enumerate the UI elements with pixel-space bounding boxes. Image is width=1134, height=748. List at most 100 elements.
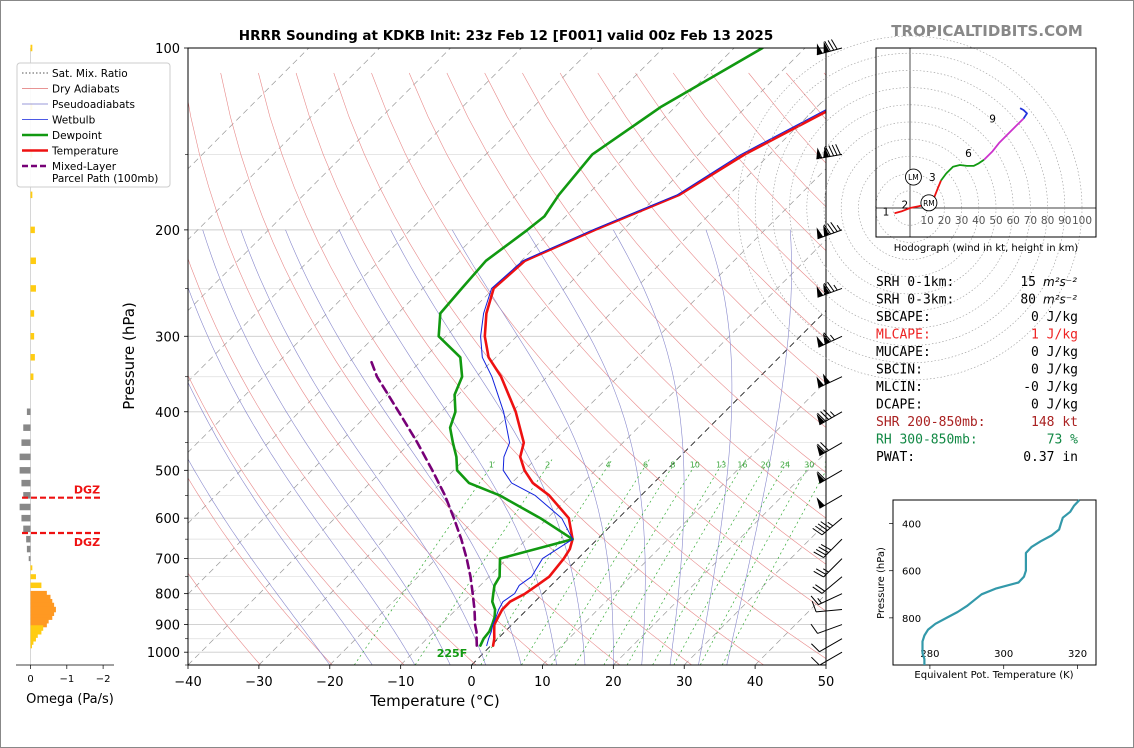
omega-bar [30, 617, 49, 624]
barb-full [813, 570, 824, 578]
barb-full [818, 546, 829, 554]
barb-shaft [821, 517, 843, 536]
profile-wetbulb [480, 109, 826, 647]
barb-full [827, 40, 835, 51]
theta-y-tick-label: 600 [902, 567, 921, 578]
barb-full [827, 281, 835, 292]
mixing-ratio-label: 13 [716, 460, 726, 469]
legend-label: Sat. Mix. Ratio [52, 68, 128, 80]
pseudoadiabat [451, 229, 614, 665]
barb-full [815, 584, 826, 592]
hodo-ring-label: 80 [1041, 215, 1054, 227]
barb-pennant [816, 497, 825, 509]
skewt-x-axis-label: Temperature (°C) [369, 692, 499, 710]
pseudoadiabat [390, 229, 586, 665]
wind-barb [816, 332, 843, 348]
barb-full [835, 144, 841, 155]
barb-full [824, 145, 831, 157]
skewt-panel: 1246810131620243036 10020030040050060070… [16, 39, 843, 710]
dry-adiabat [559, 72, 826, 384]
hodo-ring [840, 138, 980, 278]
temperature-tick-label: 30 [676, 675, 693, 690]
dry-adiabat [484, 72, 826, 474]
mixing-ratio-label: 10 [690, 460, 700, 469]
barb-half [817, 598, 822, 604]
dry-adiabat [333, 72, 826, 660]
isotherm [400, 239, 826, 665]
temperature-tick-label: −10 [387, 675, 414, 690]
skewt-legend: Sat. Mix. Ratio Dry Adiabats Pseudoadiabat… [16, 62, 171, 188]
index-label: SHR 200-850mb: [876, 415, 986, 430]
hodo-ring [789, 87, 1031, 329]
dry-adiabat [408, 72, 826, 565]
omega-bar [30, 582, 42, 589]
omega-bar [28, 556, 31, 562]
omega-bar [30, 310, 35, 317]
legend-label: Mixed-Layer [52, 161, 117, 173]
watermark: TROPICALTIDBITS.COM [891, 22, 1083, 40]
mixing-ratio-label: 4 [606, 460, 611, 469]
pressure-tick-label: 400 [155, 406, 180, 421]
index-label: MLCAPE: [876, 328, 931, 343]
omega-bar [23, 424, 31, 431]
omega-bar [30, 44, 33, 52]
hodo-height-label: 9 [989, 114, 996, 126]
wind-barb [812, 517, 843, 536]
wind-barb [816, 144, 843, 160]
omega-bar [26, 535, 31, 543]
wind-barb [810, 623, 843, 634]
barb-full [827, 223, 835, 234]
barb-shaft [817, 624, 843, 634]
barb-full [824, 41, 831, 52]
barb-full [811, 656, 820, 666]
omega-bar [30, 590, 47, 597]
barb-full [831, 144, 838, 156]
pseudoadiabat [338, 229, 557, 665]
barb-full [817, 523, 828, 531]
index-value: 1 J/kg [1031, 328, 1078, 343]
mixing-ratio-label: 30 [804, 460, 814, 469]
hodo-ring-label: 90 [1058, 215, 1071, 227]
hodo-ring [772, 70, 1048, 346]
omega-tick-label: 0 [27, 674, 33, 685]
saturation-mixing-ratio-line [521, 459, 650, 665]
skewt-y-axis-label: Pressure (hPa) [120, 302, 138, 410]
barb-pennant [823, 146, 830, 158]
legend-label: Dry Adiabats [52, 84, 120, 96]
storm-motion-label: LM [908, 173, 919, 182]
hodograph-caption: Hodograph (wind in kt, height in km) [894, 243, 1079, 254]
omega-tick-label: −1 [59, 674, 74, 685]
barb-full [810, 623, 818, 634]
omega-bar [30, 354, 35, 361]
wind-barb [811, 600, 843, 613]
isotherm [329, 168, 826, 665]
dry-adiabat [597, 72, 826, 340]
saturation-mixing-ratio-line [652, 459, 770, 665]
omega-bar [23, 492, 31, 499]
saturation-mixing-ratio-line [354, 459, 497, 665]
skewt-frame [187, 47, 827, 666]
dry-adiabat [188, 257, 477, 665]
theta-y-tick-label: 400 [902, 520, 921, 531]
wind-barb [816, 409, 843, 426]
dgz-label: DGZ [74, 484, 100, 497]
omega-bar [30, 226, 35, 234]
temperature-tick-label: 40 [747, 675, 764, 690]
barb-pennant [816, 336, 824, 348]
barb-pennant [816, 43, 823, 55]
pressure-tick-label: 500 [155, 464, 180, 479]
omega-bar [30, 639, 34, 645]
wind-barb [813, 558, 843, 578]
omega-bar [30, 373, 34, 380]
hodo-ring [858, 156, 962, 260]
page-title: HRRR Sounding at KDKB Init: 23z Feb 12 [… [239, 28, 773, 44]
theta-e-frame [892, 499, 1097, 666]
wind-barb [816, 39, 843, 56]
barb-pennant [816, 227, 824, 239]
index-label: DCAPE: [876, 398, 923, 413]
pressure-tick-label: 300 [155, 330, 180, 345]
barb-pennant [816, 376, 824, 388]
omega-bar [30, 333, 35, 340]
